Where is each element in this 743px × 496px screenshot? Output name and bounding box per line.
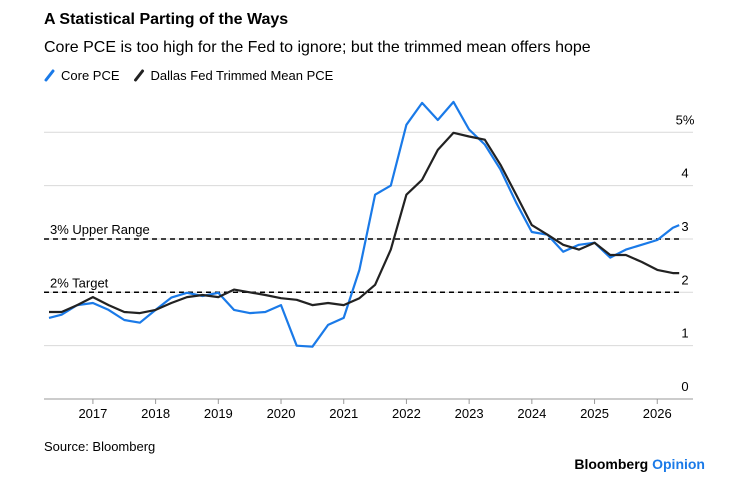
reference-label: 3% Upper Range [50, 222, 150, 237]
chart-subtitle: Core PCE is too high for the Fed to igno… [44, 39, 591, 56]
brand-name: Bloomberg [574, 456, 648, 472]
y-tick-label: 0 [681, 379, 688, 394]
legend-swatch [134, 69, 145, 82]
series-line [49, 131, 680, 315]
x-tick-label: 2021 [329, 406, 358, 421]
x-tick-label: 2023 [455, 406, 484, 421]
x-tick-label: 2026 [643, 406, 672, 421]
chart-title: A Statistical Parting of the Ways [44, 11, 288, 28]
legend-label: Dallas Fed Trimmed Mean PCE [151, 68, 334, 83]
reference-label: 2% Target [50, 275, 109, 290]
x-tick-label: 2018 [141, 406, 170, 421]
series-line [48, 100, 680, 348]
brand-suffix: Opinion [652, 456, 705, 472]
x-tick-label: 2020 [267, 406, 296, 421]
y-tick-label: 1 [681, 326, 688, 341]
x-tick-label: 2025 [580, 406, 609, 421]
y-tick-label: 4 [681, 166, 688, 181]
y-tick-label: 2 [681, 272, 688, 287]
y-tick-label: 3 [681, 219, 688, 234]
x-tick-label: 2017 [78, 406, 107, 421]
legend-label: Core PCE [61, 68, 120, 83]
legend-swatch [44, 69, 55, 82]
y-tick-label: 5% [676, 112, 695, 127]
brand: Bloomberg Opinion [574, 456, 705, 472]
source: Source: Bloomberg [44, 439, 155, 454]
x-tick-label: 2019 [204, 406, 233, 421]
x-tick-label: 2022 [392, 406, 421, 421]
x-tick-label: 2024 [517, 406, 546, 421]
